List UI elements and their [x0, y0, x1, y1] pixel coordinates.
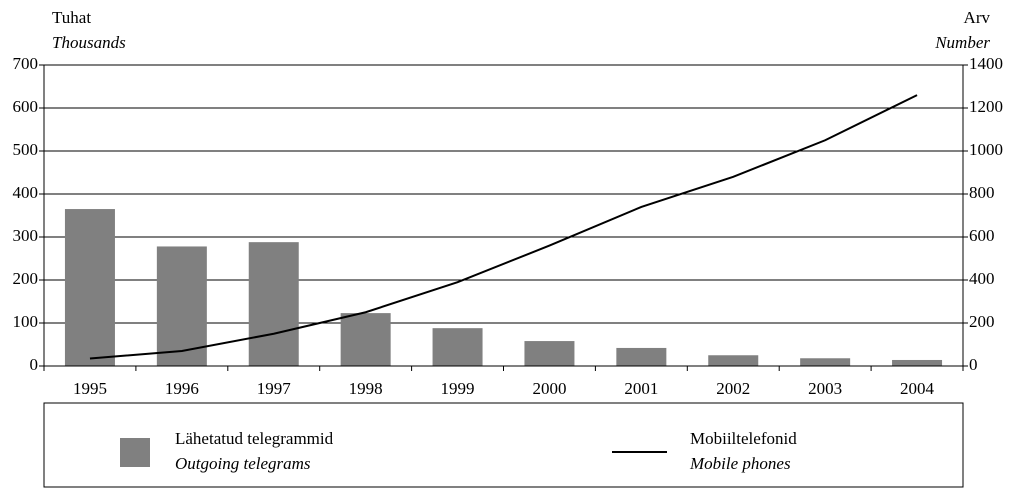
- x-tick-label: 2001: [624, 379, 658, 398]
- y2-tick-label: 400: [969, 269, 995, 288]
- y2-tick-label: 0: [969, 355, 978, 374]
- y-tick-label: 200: [13, 269, 39, 288]
- legend-label-en: Outgoing telegrams: [175, 454, 311, 473]
- bar: [432, 328, 483, 366]
- bar: [64, 209, 115, 366]
- y-label-en: Thousands: [52, 33, 126, 52]
- y-tick-label: 400: [13, 183, 39, 202]
- y2-tick-label: 800: [969, 183, 995, 202]
- y2-label: Arv: [964, 8, 991, 27]
- bar: [248, 242, 299, 366]
- x-tick-label: 2003: [808, 379, 842, 398]
- x-tick-label: 1999: [441, 379, 475, 398]
- legend-label: Lähetatud telegrammid: [175, 429, 334, 448]
- y2-tick-label: 1400: [969, 54, 1003, 73]
- x-tick-label: 2000: [532, 379, 566, 398]
- plot-frame: [43, 64, 964, 367]
- y-tick-label: 0: [30, 355, 39, 374]
- y-tick-label: 700: [13, 54, 39, 73]
- bar: [524, 341, 575, 366]
- x-tick-label: 1997: [257, 379, 292, 398]
- line: [89, 94, 918, 360]
- y2-tick-label: 1000: [969, 140, 1003, 159]
- y-tick-label: 600: [13, 97, 39, 116]
- y2-label-en: Number: [934, 33, 990, 52]
- x-tick-label: 1998: [349, 379, 383, 398]
- x-tick-label: 1995: [73, 379, 107, 398]
- bar: [708, 355, 759, 366]
- y2-tick-label: 600: [969, 226, 995, 245]
- bar: [340, 313, 391, 366]
- bar: [800, 358, 851, 366]
- legend-label: Mobiiltelefonid: [690, 429, 797, 448]
- legend-swatch: [120, 438, 150, 467]
- y-tick-label: 500: [13, 140, 39, 159]
- legend-label-en: Mobile phones: [689, 454, 791, 473]
- x-tick-label: 2002: [716, 379, 750, 398]
- bar: [892, 359, 943, 366]
- y-tick-label: 100: [13, 312, 39, 331]
- bar: [616, 347, 667, 366]
- bar: [156, 246, 207, 366]
- legend-box: [43, 402, 964, 488]
- y-label: Tuhat: [52, 8, 91, 27]
- x-tick-label: 1996: [165, 379, 199, 398]
- y2-tick-label: 200: [969, 312, 995, 331]
- x-tick-label: 2004: [900, 379, 935, 398]
- y-tick-label: 300: [13, 226, 39, 245]
- y2-tick-label: 1200: [969, 97, 1003, 116]
